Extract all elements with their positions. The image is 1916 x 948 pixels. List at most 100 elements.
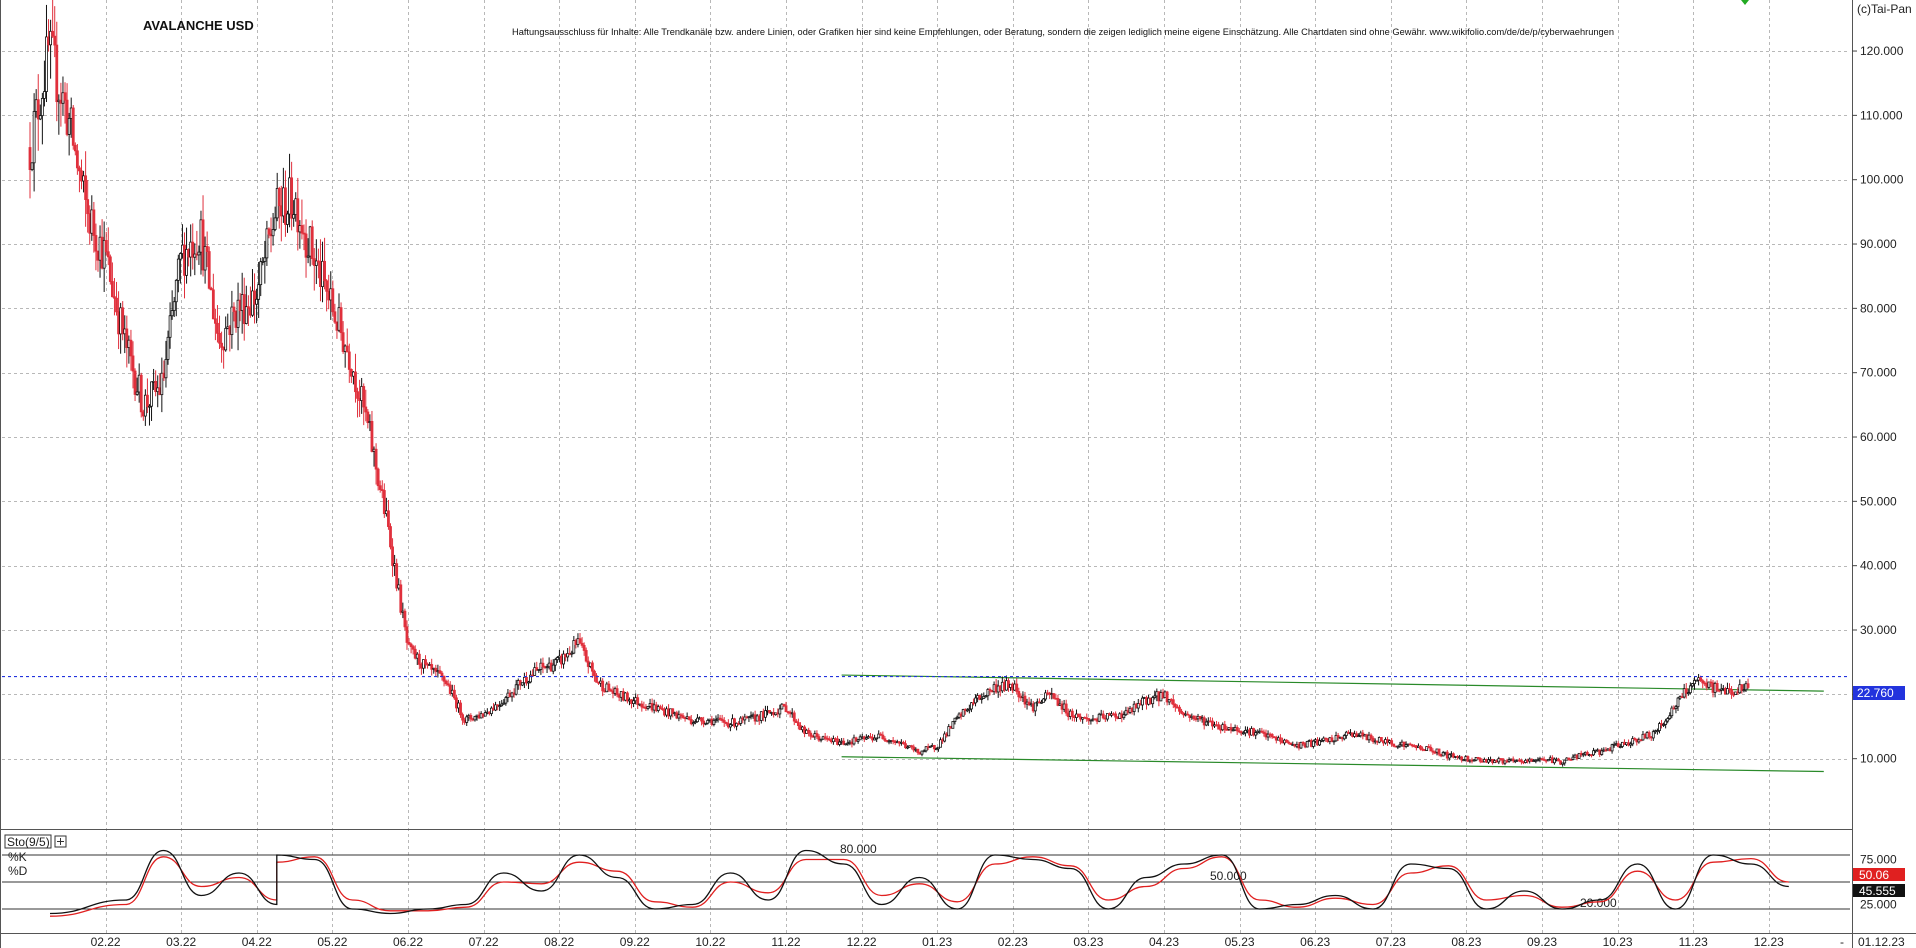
candle [626,691,629,704]
candle [1656,728,1659,735]
candle [1194,715,1198,722]
add-indicator-icon[interactable] [54,835,67,848]
candle [1462,758,1466,762]
y-tick-label: 80.000 [1860,301,1897,315]
candle [827,736,831,742]
candle [1101,710,1105,720]
scroll-marker[interactable]: - [1840,935,1844,948]
candle [193,243,197,276]
candle [1379,737,1383,742]
candle [939,737,942,748]
candle [881,731,885,740]
candle [444,679,448,686]
candle [185,227,188,284]
candle [218,315,221,350]
candle [693,719,697,725]
candle [749,711,753,720]
candle [290,161,294,231]
candle [980,693,984,704]
candle [819,738,823,743]
candle [817,734,821,743]
candle [1511,756,1515,763]
candle [43,60,46,107]
candle [1684,683,1688,699]
candle [1437,748,1441,757]
candle [1693,676,1696,690]
x-tick-label: 12.22 [847,935,877,948]
svg-text:45.555: 45.555 [1859,884,1896,898]
svg-text:50.06: 50.06 [1859,868,1889,882]
candle [974,694,977,707]
candle [1447,753,1451,761]
candle [595,673,598,683]
candle [947,724,951,737]
candle [743,713,747,725]
candle [739,716,743,727]
candle [910,744,914,750]
candle [323,237,326,290]
candle [452,684,456,700]
candle [1244,726,1247,737]
candle [533,662,537,676]
candle [417,649,421,670]
candle [1033,702,1037,717]
candle [578,632,582,644]
y-tick-label: 40.000 [1860,559,1897,573]
candle [794,718,798,724]
candle [823,733,827,741]
candle [304,219,308,278]
candle [391,538,394,577]
candle [1052,693,1056,700]
candle [139,372,143,418]
candle [615,685,619,698]
candle [380,480,384,499]
candle [590,660,594,678]
candle [545,664,549,674]
candle [1726,682,1729,695]
candle [461,712,465,725]
candle [658,704,662,710]
candle [413,645,417,660]
candle [1577,752,1581,759]
x-tick-label: 03.22 [166,935,196,948]
candle [257,262,261,319]
candle [1289,742,1293,745]
candle [1425,746,1429,752]
candle [768,709,771,714]
candle [1709,679,1713,688]
candle [409,642,413,654]
candle [1225,725,1229,731]
candle [551,659,555,675]
x-tick-label: 12.23 [1754,935,1784,948]
candle [978,694,982,701]
candle [261,257,265,266]
candle [535,661,539,672]
candle [681,713,685,719]
candle [448,681,452,696]
stoch-level-label: 80.000 [840,842,877,856]
candle [306,238,310,264]
svg-text:22.760: 22.760 [1857,686,1894,700]
candle [879,732,883,736]
candle [1396,745,1400,750]
candle [1536,757,1540,762]
candle [494,701,497,712]
candle [174,278,178,317]
candle [113,278,116,316]
stochastic-legend: Sto(9/5) %K %D [4,834,67,878]
candle [376,467,380,491]
candle [277,186,281,229]
candle [555,656,559,663]
candle [49,19,52,79]
candle [108,254,112,285]
candle [1305,740,1309,748]
candle [520,682,524,687]
candle [94,223,98,271]
trend-line-lower [841,756,1824,773]
candle [1472,759,1476,762]
disclaimer-text: Haftungsausschluss für Inhalte: Alle Tre… [512,27,1614,38]
candle [1165,690,1169,706]
candle [553,657,557,672]
trend-channel[interactable] [841,674,1824,773]
candle [1141,695,1144,711]
